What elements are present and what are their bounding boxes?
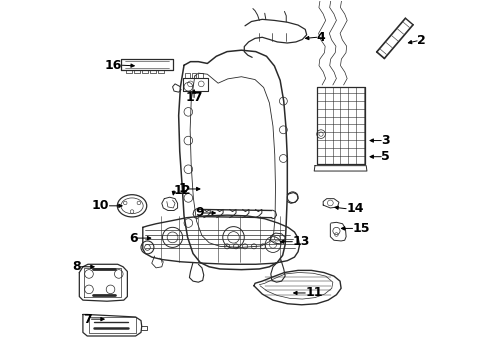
Text: 13: 13 — [293, 235, 310, 248]
Text: 5: 5 — [381, 150, 390, 163]
Text: 6: 6 — [129, 231, 137, 244]
Text: 1: 1 — [179, 183, 188, 195]
Text: 17: 17 — [185, 91, 203, 104]
Text: 4: 4 — [317, 31, 325, 44]
Text: 11: 11 — [305, 287, 323, 300]
Text: 8: 8 — [72, 260, 81, 273]
Text: 9: 9 — [195, 207, 204, 220]
Text: 10: 10 — [92, 199, 109, 212]
Text: 14: 14 — [346, 202, 364, 215]
Text: 2: 2 — [417, 34, 426, 48]
Text: 16: 16 — [105, 59, 122, 72]
Text: 15: 15 — [353, 222, 370, 235]
Text: 12: 12 — [174, 184, 192, 197]
Text: 7: 7 — [83, 312, 92, 326]
Text: 3: 3 — [381, 134, 390, 147]
